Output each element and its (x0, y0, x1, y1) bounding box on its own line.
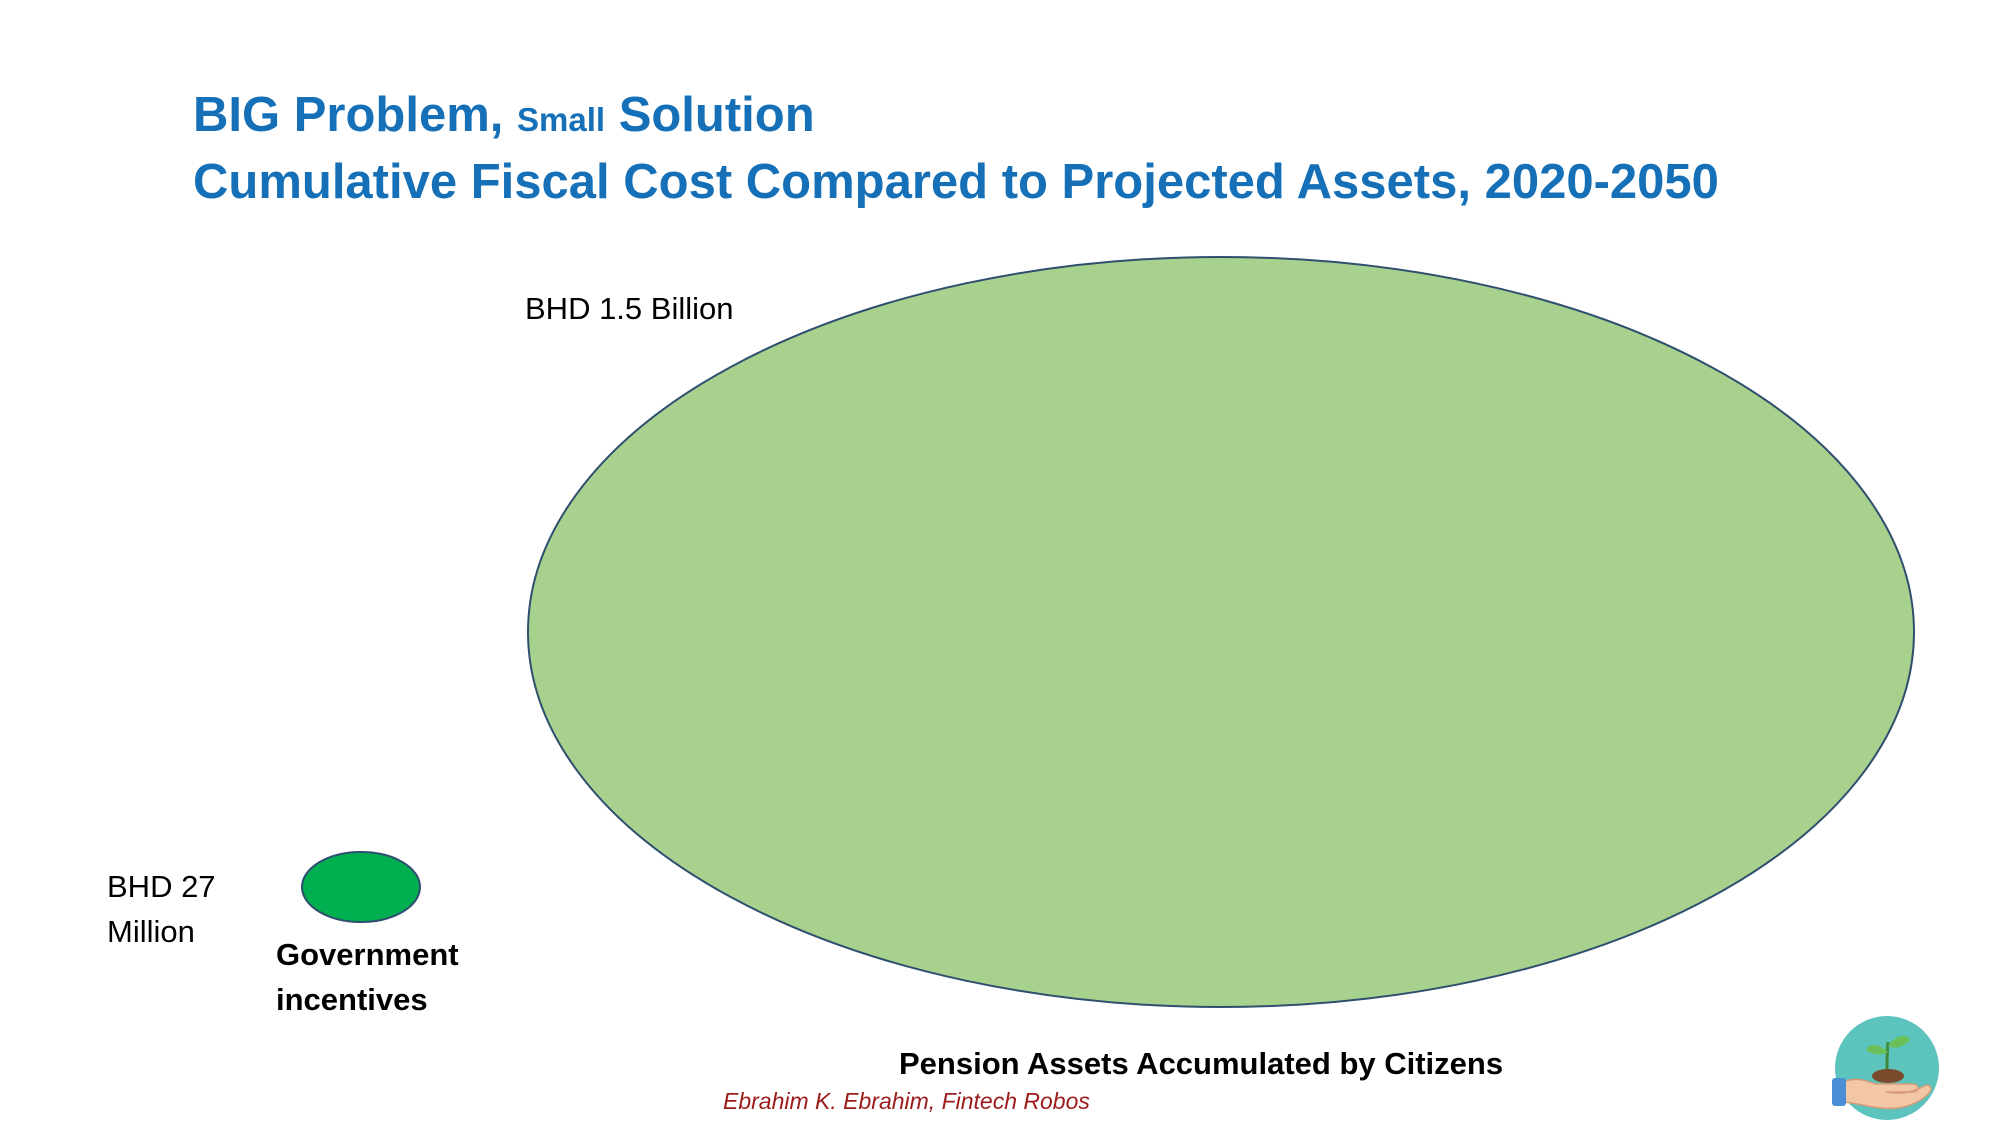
government-incentives-value: BHD 27 Million (107, 869, 216, 949)
pension-assets-value: BHD 1.5 Billion (525, 291, 734, 326)
slide-title: BIG Problem, Small Solution Cumulative F… (193, 84, 1719, 213)
seedling-in-hand-icon (1832, 1016, 1939, 1120)
title-small: Small (517, 101, 606, 138)
title-line-1: BIG Problem, Small Solution (193, 88, 815, 142)
pension-assets-bubble (527, 256, 1915, 1008)
title-big-problem: BIG Problem, (193, 88, 504, 142)
pension-assets-caption: Pension Assets Accumulated by Citizens (899, 1046, 1504, 1081)
title-solution: Solution (618, 88, 815, 142)
government-incentives-bubble (301, 851, 421, 923)
title-line-2: Cumulative Fiscal Cost Compared to Proje… (193, 155, 1719, 209)
government-incentives-caption: Government incentives (276, 937, 459, 1017)
author-credit: Ebrahim K. Ebrahim, Fintech Robos (723, 1088, 1090, 1114)
